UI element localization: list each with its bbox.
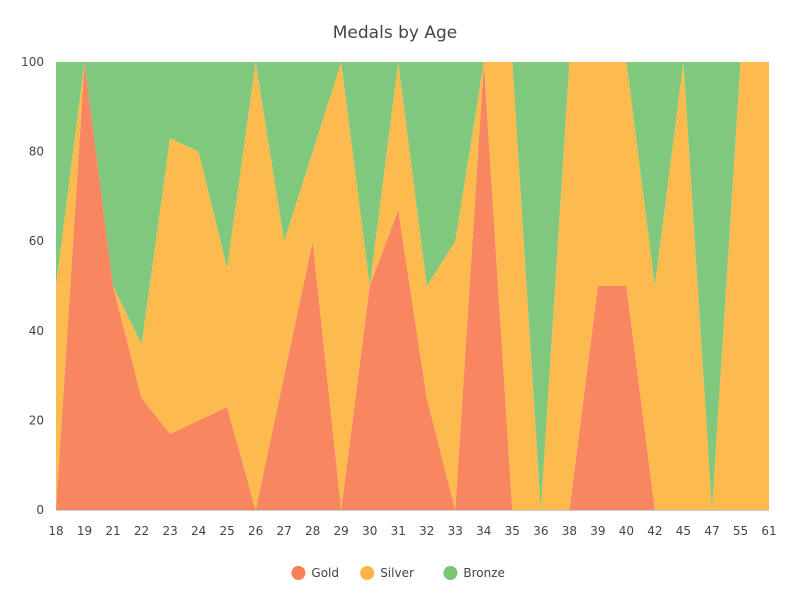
x-tick-label: 32 — [419, 524, 434, 538]
y-tick-label: 60 — [29, 234, 44, 248]
x-tick-label: 24 — [191, 524, 206, 538]
y-tick-label: 20 — [29, 413, 44, 427]
x-tick-label: 38 — [562, 524, 577, 538]
chart-title: Medals by Age — [333, 23, 457, 43]
legend-label: Silver — [380, 566, 414, 580]
legend: Gold Silver Bronze — [291, 566, 505, 580]
area-bronze[interactable] — [56, 62, 769, 510]
x-tick-label: 47 — [704, 524, 719, 538]
x-tick-label: 31 — [391, 524, 406, 538]
legend-swatch — [360, 566, 375, 580]
x-tick-label: 28 — [305, 524, 320, 538]
x-tick-label: 18 — [48, 524, 63, 538]
x-tick-label: 25 — [219, 524, 234, 538]
legend-item-silver[interactable]: Silver — [360, 566, 414, 580]
stacked-areas — [56, 62, 769, 510]
x-tick-label: 45 — [676, 524, 691, 538]
y-axis: 0 20 40 60 80 100 — [21, 55, 44, 517]
x-tick-label: 26 — [248, 524, 263, 538]
area-gold[interactable] — [56, 62, 769, 510]
x-tick-label: 42 — [647, 524, 662, 538]
x-tick-label: 36 — [533, 524, 548, 538]
x-tick-label: 27 — [277, 524, 292, 538]
y-tick-label: 0 — [36, 503, 44, 517]
x-tick-label: 22 — [134, 524, 149, 538]
x-tick-label: 55 — [733, 524, 748, 538]
x-tick-label: 30 — [362, 524, 377, 538]
legend-label: Bronze — [463, 566, 505, 580]
x-tick-label: 35 — [505, 524, 520, 538]
x-tick-label: 29 — [334, 524, 349, 538]
x-tick-label: 23 — [162, 524, 177, 538]
legend-swatch — [291, 566, 306, 580]
area-silver[interactable] — [56, 62, 769, 510]
y-tick-label: 40 — [29, 324, 44, 338]
x-tick-label: 61 — [761, 524, 776, 538]
x-tick-label: 21 — [105, 524, 120, 538]
y-tick-label: 100 — [21, 55, 44, 69]
x-tick-label: 39 — [590, 524, 605, 538]
legend-item-gold[interactable]: Gold — [291, 566, 339, 580]
x-tick-label: 33 — [448, 524, 463, 538]
y-tick-label: 80 — [29, 145, 44, 159]
legend-item-bronze[interactable]: Bronze — [443, 566, 505, 580]
x-tick-label: 40 — [619, 524, 634, 538]
legend-swatch — [443, 566, 458, 580]
legend-label: Gold — [311, 566, 339, 580]
x-tick-label: 19 — [77, 524, 92, 538]
x-tick-label: 34 — [476, 524, 491, 538]
x-axis: 18 19 21 22 23 24 25 26 27 28 29 30 31 32 33 34 35 36 38 39… — [48, 510, 777, 538]
